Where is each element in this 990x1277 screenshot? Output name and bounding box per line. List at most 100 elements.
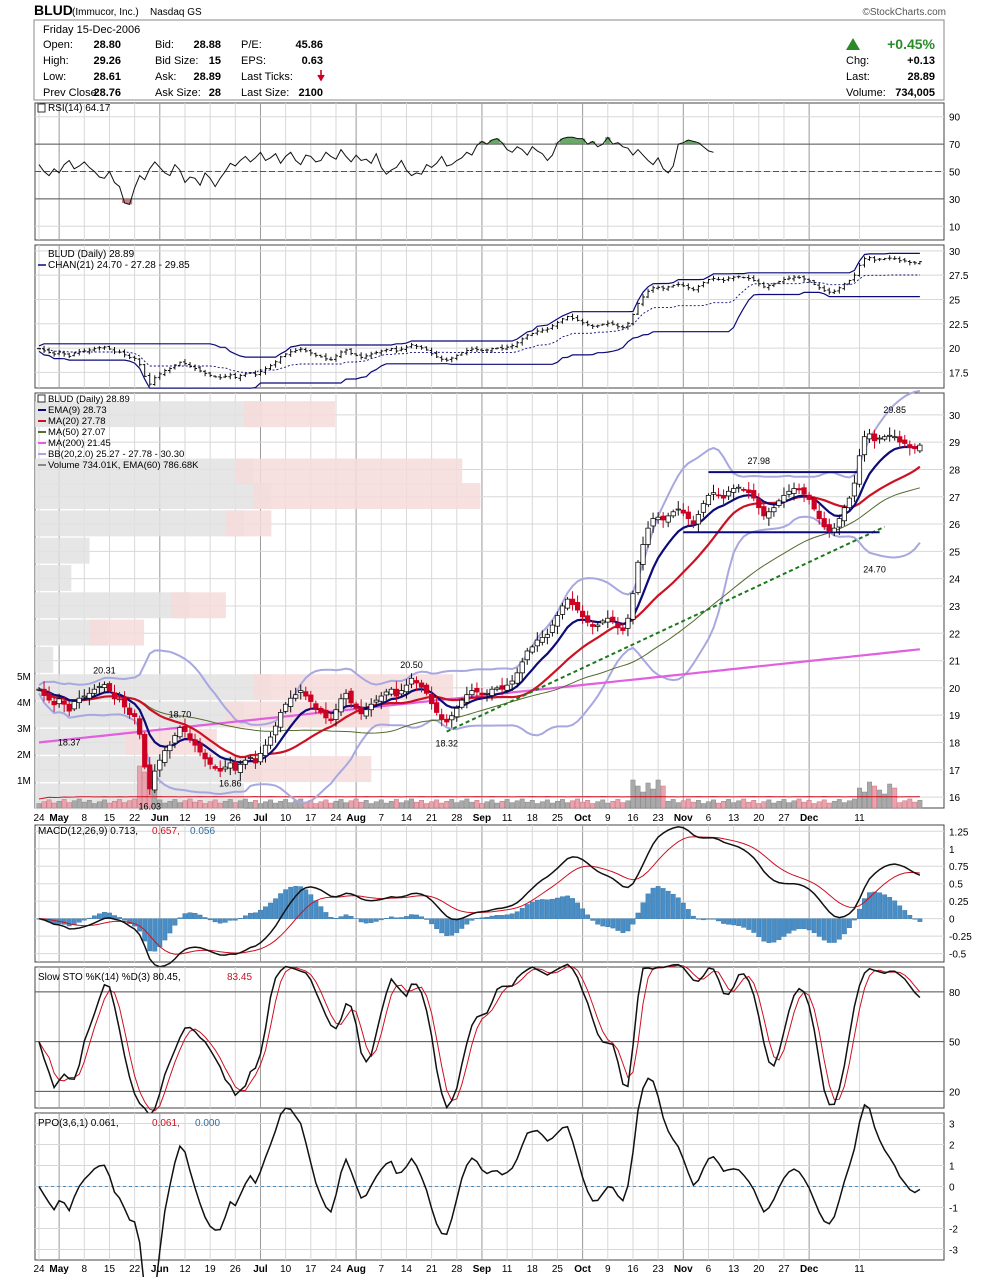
chan-ohlc-bar <box>837 286 842 294</box>
macd-hist-bar <box>610 918 616 929</box>
volume-bar <box>459 800 465 809</box>
candle-body <box>267 736 274 746</box>
macd-hist-bar <box>796 918 802 930</box>
volume-tick: 4M <box>17 698 31 709</box>
chan-ohlc-bar <box>520 337 525 346</box>
candle-body <box>423 684 430 694</box>
candle-body <box>715 494 722 497</box>
macd-hist-bar <box>71 918 77 925</box>
volume-bar <box>756 803 762 809</box>
macd-hist-bar <box>620 918 626 933</box>
low-value: 28.61 <box>93 71 121 83</box>
volume-bar <box>570 800 576 809</box>
macd-hist-bar <box>348 915 354 919</box>
volume-bar <box>741 798 747 809</box>
chan-ohlc-bar <box>404 345 409 352</box>
macd-frame <box>34 824 945 963</box>
price-annotation: 24.70 <box>863 565 886 575</box>
candle-body <box>298 690 304 693</box>
vbp-bar-up <box>89 619 145 646</box>
candle-body <box>137 718 143 735</box>
volume-bar <box>192 801 198 809</box>
chan-ohlc-bar <box>434 350 439 358</box>
candle-body <box>509 680 515 685</box>
candle-body <box>147 764 153 790</box>
candle-body <box>836 518 842 528</box>
chan-ohlc-bar <box>323 353 328 361</box>
macd-hist-bar <box>147 918 153 952</box>
chan-ohlc-bar <box>746 274 751 281</box>
candle-body <box>831 527 837 533</box>
chan-ohlc-bar <box>822 285 827 292</box>
price-legend-item: MA(200) 21.45 <box>48 438 111 449</box>
macd-hist-bar <box>157 918 163 948</box>
chan-ytick: 25 <box>949 295 961 306</box>
macd-hist-bar <box>298 886 304 919</box>
sto-ytick: 50 <box>949 1038 961 1049</box>
chan-ohlc-bar <box>525 333 530 340</box>
volume-bar <box>721 800 727 809</box>
chan-ohlc-bar <box>42 345 47 353</box>
chan-ohlc-bar <box>716 276 721 281</box>
macd-hist-bar <box>625 918 631 932</box>
macd-hist-bar <box>273 898 278 919</box>
macd-hist-bar <box>887 897 893 919</box>
candle-body <box>51 700 57 706</box>
candle-body <box>640 544 646 565</box>
volume-bar <box>489 799 495 809</box>
x-axis-label: 25 <box>552 1264 564 1275</box>
candle-body <box>484 692 490 695</box>
candle-body <box>771 507 777 513</box>
volume-bar <box>157 799 163 809</box>
sto-k-line <box>38 963 921 1117</box>
candle-body <box>247 757 254 759</box>
macd-hist-bar <box>761 918 767 942</box>
volume-bar <box>706 801 711 809</box>
macd-hist-bar <box>323 912 329 919</box>
macd-hist-bar <box>444 918 450 936</box>
volume-bar <box>791 800 797 809</box>
candle-body <box>902 439 908 444</box>
candle-body <box>625 617 631 629</box>
volume-bar <box>343 802 349 809</box>
candle-body <box>373 699 379 703</box>
chan-ohlc-bar <box>686 283 691 291</box>
copyright: ©StockCharts.com <box>862 7 946 18</box>
volume-bar <box>826 802 832 809</box>
chan-price-bars <box>37 255 922 387</box>
macd-hist-bar <box>862 898 867 919</box>
chan-ohlc-bar <box>379 349 384 356</box>
candle-body <box>252 758 259 764</box>
x-axis-label: 22 <box>129 1264 141 1275</box>
candle-body <box>338 698 344 713</box>
volume-bar <box>469 801 475 809</box>
chan-ohlc-bar <box>203 369 208 377</box>
last-size-value: 2100 <box>299 87 323 99</box>
x-axis-label: 28 <box>451 1264 463 1275</box>
candle-body <box>86 692 92 699</box>
candle-body <box>127 707 133 716</box>
candle-body <box>549 624 556 633</box>
vbp-bar-total <box>35 646 54 673</box>
candle-body <box>162 750 168 763</box>
candle-body <box>665 515 671 523</box>
macd-hist-bar <box>263 906 268 919</box>
macd-hist-bar <box>182 913 188 919</box>
volume-bar <box>348 800 354 809</box>
candle-body <box>479 692 485 696</box>
x-axis-label: Dec <box>800 813 819 824</box>
candle-body <box>172 735 178 744</box>
chan-ohlc-bar <box>394 345 399 354</box>
chan-ohlc-bar <box>37 347 41 350</box>
macd-hist-bar <box>811 918 817 934</box>
quote-panel-frame <box>33 19 945 101</box>
candle-body <box>439 714 445 720</box>
bb-lower <box>38 515 921 804</box>
macd-hist-bar <box>76 918 82 923</box>
volume-bar <box>56 800 62 809</box>
macd-hist-bar <box>358 918 364 923</box>
chan-ohlc-bar <box>218 373 223 380</box>
x-axis-label: 17 <box>305 813 317 824</box>
candle-body <box>494 687 500 690</box>
macd-hist-bar <box>706 918 711 920</box>
